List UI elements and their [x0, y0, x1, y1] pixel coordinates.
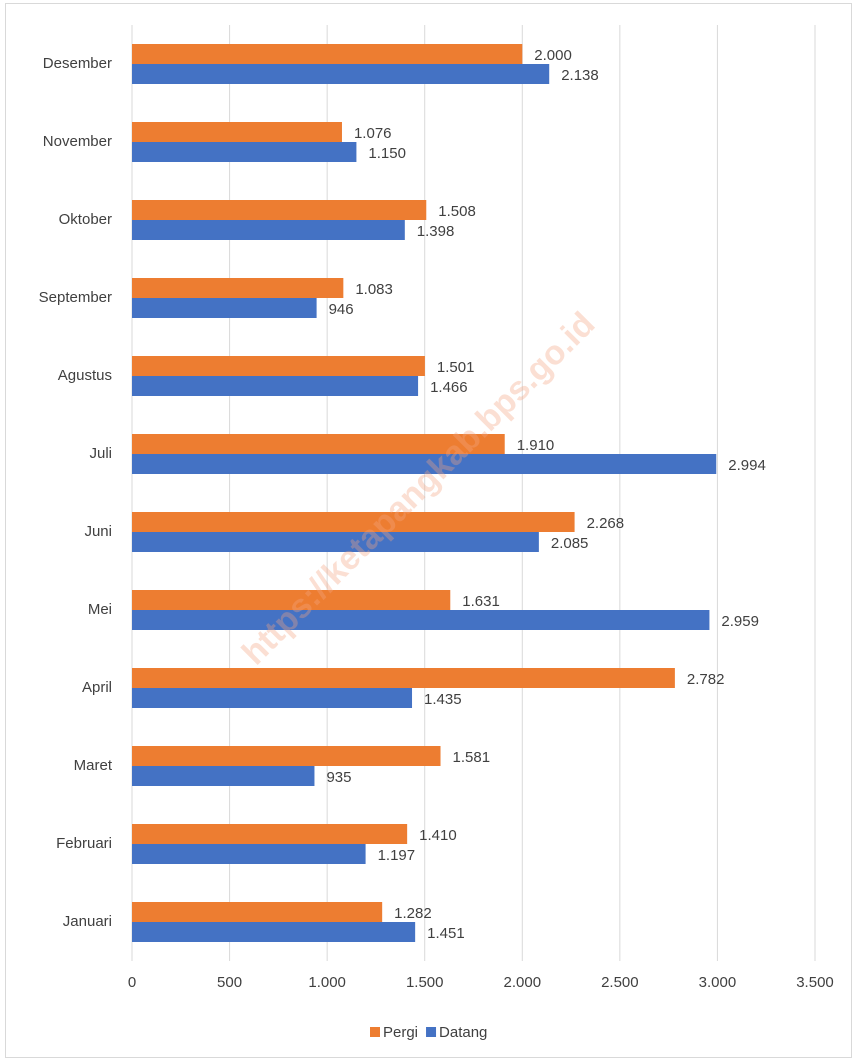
value-label: 946 [329, 301, 354, 318]
value-label: 1.398 [417, 223, 455, 240]
value-label: 2.782 [687, 671, 725, 688]
x-tick-label: 1.500 [406, 974, 444, 991]
bar [132, 532, 539, 552]
bar [132, 200, 427, 220]
x-tick-label: 2.000 [504, 974, 542, 991]
value-label: 2.138 [561, 67, 599, 84]
bar [132, 44, 523, 64]
legend-swatch [370, 1027, 380, 1037]
x-tick-label: 500 [217, 974, 242, 991]
value-label: 1.581 [453, 749, 491, 766]
bar [132, 922, 416, 942]
value-label: 2.000 [534, 47, 572, 64]
x-tick-label: 1.000 [308, 974, 346, 991]
value-label: 2.994 [728, 457, 766, 474]
y-tick-label: Januari [63, 913, 112, 930]
x-tick-label: 2.500 [601, 974, 639, 991]
bar [132, 142, 357, 162]
value-label: 1.076 [354, 125, 392, 142]
bar [132, 298, 317, 318]
y-tick-label: September [39, 289, 112, 306]
y-tick-label: Maret [74, 757, 113, 774]
value-label: 1.150 [368, 145, 406, 162]
value-label: 2.268 [587, 515, 625, 532]
value-label: 1.466 [430, 379, 468, 396]
bar [132, 64, 550, 84]
value-label: 1.501 [437, 359, 475, 376]
y-tick-label: Juni [84, 523, 112, 540]
value-label: 1.410 [419, 827, 457, 844]
legend-label: Pergi [383, 1024, 418, 1041]
y-tick-label: April [82, 679, 112, 696]
value-label: 1.435 [424, 691, 462, 708]
bar [132, 278, 344, 298]
y-tick-label: Februari [56, 835, 112, 852]
bar [132, 220, 405, 240]
bar [132, 122, 342, 142]
y-tick-label: Desember [43, 55, 112, 72]
bar [132, 824, 408, 844]
value-label: 2.085 [551, 535, 589, 552]
x-tick-label: 3.000 [699, 974, 737, 991]
value-label: 2.959 [721, 613, 759, 630]
bar [132, 356, 425, 376]
y-tick-label: Oktober [59, 211, 112, 228]
y-tick-label: November [43, 133, 112, 150]
value-label: 1.910 [517, 437, 555, 454]
value-label: 1.197 [378, 847, 416, 864]
value-label: 1.631 [462, 593, 500, 610]
bar [132, 454, 717, 474]
x-tick-label: 3.500 [796, 974, 834, 991]
y-tick-label: Agustus [58, 367, 112, 384]
y-tick-label: Mei [88, 601, 112, 618]
bar [132, 376, 419, 396]
value-label: 1.282 [394, 905, 432, 922]
value-label: 1.451 [427, 925, 465, 942]
x-tick-label: 0 [128, 974, 136, 991]
bar [132, 688, 413, 708]
y-tick-label: Juli [89, 445, 112, 462]
bar [132, 610, 710, 630]
value-label: 1.508 [438, 203, 476, 220]
bar [132, 668, 675, 688]
legend-swatch [426, 1027, 437, 1037]
legend-label: Datang [439, 1024, 487, 1041]
bar [132, 766, 315, 786]
bar [132, 746, 441, 766]
bar [132, 434, 505, 454]
value-label: 935 [326, 769, 351, 786]
bar [132, 590, 451, 610]
bar [132, 844, 366, 864]
bar [132, 902, 383, 922]
bar [132, 512, 575, 532]
value-label: 1.083 [355, 281, 393, 298]
